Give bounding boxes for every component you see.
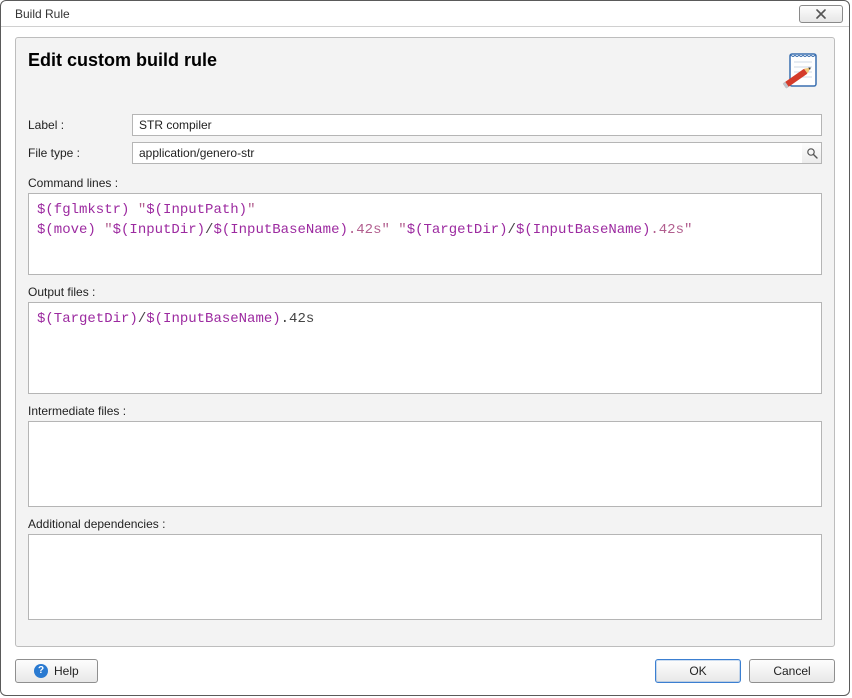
file-type-label: File type : (28, 146, 132, 160)
close-icon (815, 9, 827, 19)
intermediate-files-textbox[interactable] (28, 421, 822, 507)
titlebar: Build Rule (1, 1, 849, 27)
additional-deps-textbox[interactable] (28, 534, 822, 620)
additional-deps-label: Additional dependencies : (28, 517, 822, 531)
help-button-label: Help (54, 664, 79, 678)
ok-button[interactable]: OK (655, 659, 741, 683)
help-icon: ? (34, 664, 48, 678)
label-row: Label : (28, 114, 822, 136)
main-panel: Edit custom build rule (15, 37, 835, 647)
intermediate-files-label: Intermediate files : (28, 404, 822, 418)
close-button[interactable] (799, 5, 843, 23)
file-type-input[interactable] (132, 142, 802, 164)
command-lines-textbox[interactable]: $(fglmkstr) "$(InputPath)" $(move) "$(In… (28, 193, 822, 275)
help-button[interactable]: ? Help (15, 659, 98, 683)
command-lines-label: Command lines : (28, 176, 822, 190)
panel-header: Edit custom build rule (28, 48, 822, 92)
file-type-browse-button[interactable] (802, 142, 822, 164)
notepad-pencil-icon (778, 48, 822, 92)
page-title: Edit custom build rule (28, 48, 217, 71)
file-type-row: File type : (28, 142, 822, 164)
build-rule-dialog: Build Rule Edit custom build rule (0, 0, 850, 696)
button-bar: ? Help OK Cancel (1, 647, 849, 695)
cancel-button-label: Cancel (773, 664, 810, 678)
output-files-label: Output files : (28, 285, 822, 299)
label-label: Label : (28, 118, 132, 132)
label-input[interactable] (132, 114, 822, 136)
content-area: Edit custom build rule (1, 27, 849, 647)
magnifier-icon (806, 147, 818, 159)
output-files-textbox[interactable]: $(TargetDir)/$(InputBaseName).42s (28, 302, 822, 394)
cancel-button[interactable]: Cancel (749, 659, 835, 683)
window-title: Build Rule (15, 7, 799, 21)
ok-button-label: OK (689, 664, 706, 678)
